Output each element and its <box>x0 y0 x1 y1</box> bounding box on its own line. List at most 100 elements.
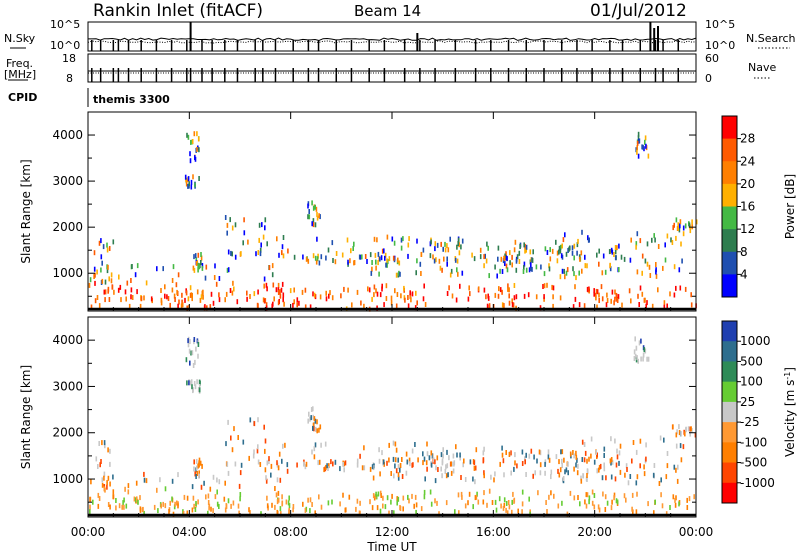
data-cell <box>636 474 639 480</box>
data-cell <box>109 448 111 454</box>
data-cell <box>637 131 640 137</box>
data-cell <box>464 503 467 509</box>
data-cell <box>449 236 451 242</box>
nsearch-label: N.Search <box>746 32 796 45</box>
data-cell <box>513 283 516 288</box>
data-cell <box>675 467 677 473</box>
data-cell <box>666 463 669 469</box>
data-cell <box>585 492 588 498</box>
data-cell <box>585 476 588 482</box>
data-cell <box>559 295 562 301</box>
data-cell <box>277 497 280 503</box>
data-cell <box>169 302 171 308</box>
data-cell <box>293 254 296 260</box>
data-cell <box>456 452 458 458</box>
data-cell <box>644 297 646 303</box>
data-cell <box>447 472 449 478</box>
data-cell <box>263 283 265 289</box>
data-cell <box>353 260 355 266</box>
data-cell <box>562 476 565 481</box>
data-cell <box>444 468 447 474</box>
data-cell <box>581 229 583 235</box>
data-cell <box>171 287 174 293</box>
data-cell <box>508 300 511 306</box>
data-cell <box>197 353 199 359</box>
data-cell <box>581 457 584 462</box>
freq-tick-bottom: 8 <box>66 72 73 85</box>
data-cell <box>572 450 574 455</box>
data-cell <box>415 502 418 508</box>
data-cell <box>508 504 511 510</box>
data-cell <box>469 291 471 297</box>
data-cell <box>445 473 448 479</box>
data-cell <box>678 430 681 435</box>
data-cell <box>678 227 681 233</box>
data-cell <box>315 259 318 265</box>
data-cell <box>270 472 272 478</box>
data-cell <box>539 305 542 311</box>
data-cell <box>198 457 201 463</box>
data-cell <box>444 247 447 253</box>
freq-spikes <box>91 68 680 82</box>
data-cell <box>227 419 229 425</box>
data-cell <box>420 252 423 257</box>
data-cell <box>194 253 197 259</box>
data-cell <box>415 509 417 515</box>
x-tick-label: 12:00 <box>375 525 410 539</box>
data-cell <box>608 249 611 255</box>
data-cell <box>318 494 320 500</box>
data-cell <box>587 235 589 241</box>
data-cell <box>642 356 644 362</box>
data-cell <box>90 304 93 310</box>
data-cell <box>653 463 656 468</box>
data-cell <box>101 477 104 483</box>
data-cell <box>399 505 401 510</box>
freq-unit: [MHz] <box>4 68 36 81</box>
data-cell <box>210 291 213 297</box>
data-cell <box>127 489 130 495</box>
data-cell <box>265 282 268 288</box>
data-cell <box>673 264 676 270</box>
colorbar-segment <box>722 381 737 403</box>
data-cell <box>672 494 675 500</box>
data-cell <box>98 303 101 309</box>
data-cell <box>194 507 197 512</box>
data-cell <box>605 475 607 481</box>
data-cell <box>636 355 638 361</box>
data-cell <box>522 269 525 274</box>
data-cell <box>279 293 282 299</box>
data-cell <box>509 260 511 266</box>
data-cell <box>603 446 606 452</box>
data-cell <box>308 214 311 220</box>
data-cell <box>616 245 618 251</box>
data-cell <box>639 285 642 291</box>
data-cell <box>572 304 575 310</box>
x-axis-label: Time UT <box>366 540 417 554</box>
data-cell <box>651 237 653 243</box>
data-cell <box>361 465 364 471</box>
data-cell <box>196 146 198 152</box>
data-cell <box>689 431 691 437</box>
nsky-tick-bottom: 10^0 <box>50 39 80 52</box>
data-cell <box>316 215 319 221</box>
data-cell <box>455 297 458 303</box>
data-cell <box>451 293 454 299</box>
data-cell <box>201 463 203 469</box>
data-cell <box>510 470 512 476</box>
data-cell <box>676 478 679 484</box>
data-cell <box>274 486 276 491</box>
data-cell <box>416 300 418 306</box>
data-cell <box>576 457 578 463</box>
data-cell <box>203 480 205 486</box>
data-cell <box>583 442 586 447</box>
nave-tick-bottom: 0 <box>705 72 712 85</box>
data-cell <box>501 452 504 458</box>
data-cell <box>636 231 639 237</box>
data-cell <box>637 135 640 141</box>
data-cell <box>260 242 262 248</box>
data-cell <box>282 297 284 303</box>
data-cell <box>621 302 623 308</box>
data-cell <box>613 492 616 498</box>
data-cell <box>515 294 518 300</box>
data-cell <box>108 246 111 251</box>
